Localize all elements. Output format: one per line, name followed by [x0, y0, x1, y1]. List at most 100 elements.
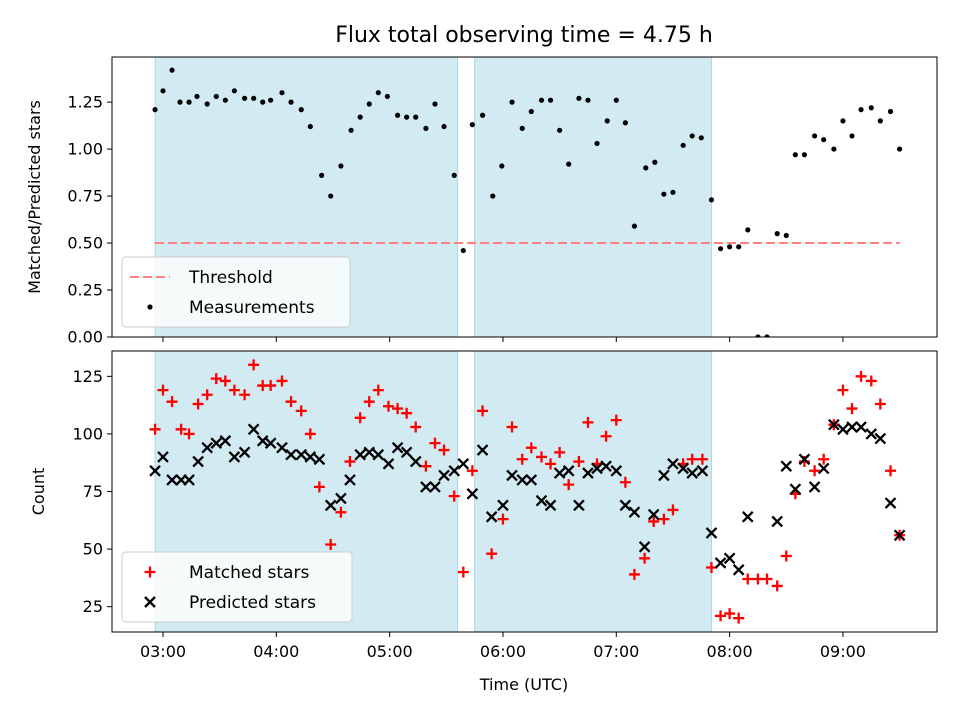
top-point-dot-29 — [423, 125, 429, 132]
bottom-point-x-21 — [344, 474, 356, 486]
bottom-point-plus-18 — [313, 481, 325, 493]
top-axes-frame — [111, 56, 938, 338]
top-point-dot-19 — [328, 193, 334, 199]
top-legend-box — [121, 256, 351, 328]
top-point-dot-41 — [538, 97, 545, 103]
bottom-point-plus-34 — [466, 465, 478, 477]
bottom-point-x-48 — [600, 460, 612, 472]
top-point-dot-53 — [652, 159, 658, 165]
top-point-dot-11 — [251, 95, 257, 101]
bottom-point-plus-26 — [392, 403, 404, 415]
bottom-legend-marker-0 — [144, 566, 156, 578]
top-legend: Threshold Measurements — [121, 256, 351, 328]
bottom-point-plus-20 — [335, 506, 347, 518]
top-point-dot-1 — [160, 88, 166, 94]
bottom-point-plus-19 — [325, 538, 337, 550]
top-point-dot-16 — [298, 107, 304, 113]
bottom-ytick-label-2: 75 — [83, 482, 103, 501]
bottom-point-x-59 — [705, 527, 718, 539]
bottom-ytick-label-3: 100 — [72, 424, 103, 443]
top-point-dot-43 — [557, 127, 563, 133]
bottom-point-plus-0 — [149, 423, 161, 435]
bottom-point-x-10 — [238, 446, 251, 459]
top-point-dot-76 — [868, 105, 874, 111]
bottom-point-plus-39 — [516, 453, 528, 465]
top-point-dot-67 — [783, 232, 789, 239]
top-point-dot-74 — [849, 133, 855, 139]
bottom-point-x-75 — [874, 432, 887, 445]
bottom-point-plus-71 — [818, 453, 830, 465]
bottom-legend-label-1: Predicted stars — [189, 593, 316, 613]
top-point-dot-9 — [231, 88, 237, 94]
top-point-dot-47 — [594, 140, 600, 147]
top-point-dot-18 — [319, 172, 325, 178]
bottom-point-x-64 — [771, 515, 784, 528]
bottom-point-plus-53 — [648, 515, 660, 527]
bottom-point-plus-65 — [761, 573, 773, 585]
bottom-point-x-30 — [429, 481, 441, 493]
top-point-dot-71 — [821, 137, 827, 143]
bottom-point-x-71 — [837, 423, 849, 436]
bottom-point-x-55 — [667, 458, 679, 470]
bottom-point-x-73 — [855, 421, 867, 433]
top-point-dot-59 — [708, 197, 715, 203]
top-point-dot-56 — [680, 142, 686, 148]
top-point-dot-77 — [877, 118, 883, 124]
bottom-point-x-34 — [466, 487, 479, 500]
top-point-dot-40 — [528, 108, 534, 115]
top-legend-label-0: Threshold — [188, 268, 273, 288]
bottom-point-plus-11 — [248, 359, 260, 371]
bottom-ytick-label-4: 125 — [72, 367, 103, 386]
bottom-point-plus-52 — [639, 552, 651, 564]
bottom-point-x-37 — [497, 499, 509, 512]
top-ytick-label-5: 1.25 — [67, 93, 103, 112]
top-point-dot-8 — [222, 97, 228, 103]
top-point-dot-20 — [338, 163, 344, 169]
top-legend-marker-1 — [147, 304, 153, 310]
bottom-point-x-68 — [808, 481, 821, 493]
bottom-point-x-9 — [228, 451, 241, 463]
top-point-dot-34 — [469, 122, 475, 128]
top-point-dot-73 — [840, 118, 846, 124]
bottom-point-plus-29 — [420, 460, 432, 472]
bottom-point-x-19 — [324, 499, 337, 512]
bottom-point-plus-75 — [855, 370, 867, 382]
top-point-dot-24 — [375, 90, 381, 96]
bottom-point-x-4 — [183, 474, 195, 486]
bottom-point-x-60 — [714, 557, 727, 569]
bottom-point-x-58 — [696, 464, 709, 477]
bottom-point-plus-24 — [372, 384, 384, 396]
bottom-point-plus-57 — [686, 453, 698, 465]
top-series-dot — [152, 67, 903, 337]
bottom-point-plus-37 — [497, 513, 509, 525]
top-point-dot-32 — [451, 172, 457, 178]
top-point-dot-28 — [413, 114, 419, 120]
top-point-dot-64 — [755, 334, 761, 337]
bottom-point-x-15 — [285, 448, 297, 461]
bottom-point-x-66 — [789, 483, 802, 496]
top-point-dot-52 — [643, 165, 649, 171]
top-point-dot-35 — [479, 112, 486, 118]
bottom-point-x-45 — [573, 499, 585, 512]
bottom-point-plus-38 — [506, 421, 518, 433]
bottom-point-x-25 — [382, 458, 395, 470]
bottom-point-plus-41 — [535, 451, 547, 463]
bottom-point-plus-51 — [628, 568, 640, 580]
top-point-dot-57 — [689, 133, 695, 139]
top-point-dot-65 — [764, 334, 770, 337]
top-point-dot-6 — [204, 101, 210, 107]
top-point-dot-2 — [169, 67, 175, 73]
bottom-ytick-label-0: 25 — [83, 597, 103, 616]
bottom-point-x-31 — [438, 469, 450, 482]
top-point-dot-55 — [670, 189, 676, 195]
top-point-dot-48 — [604, 118, 610, 124]
top-point-dot-10 — [241, 95, 248, 101]
top-point-dot-70 — [812, 133, 818, 139]
top-point-dot-78 — [887, 108, 894, 115]
bottom-point-x-42 — [544, 499, 557, 512]
bottom-series-plus — [149, 359, 906, 624]
bottom-point-x-5 — [192, 455, 204, 468]
bottom-point-plus-3 — [175, 423, 187, 435]
top-point-dot-60 — [717, 246, 724, 252]
bottom-point-x-22 — [354, 448, 366, 461]
